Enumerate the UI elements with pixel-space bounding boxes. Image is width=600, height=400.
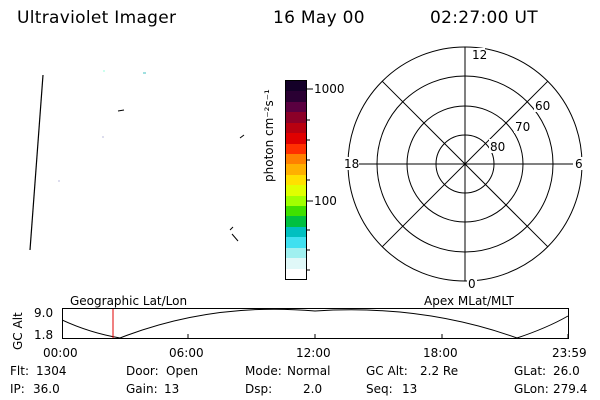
colorbar-swatch [286,268,306,280]
door-value: Open [166,364,199,378]
colorbar-tick-100: 100 [314,194,337,208]
colorbar-swatch [286,195,306,207]
ip-label: IP: [10,382,25,396]
mlt-label-12: 12 [472,48,487,62]
colorbar-swatch [286,258,306,269]
gain-value: 13 [164,382,180,396]
colorbar-tick-1000: 1000 [314,82,345,96]
colorbar-ticks [307,88,313,271]
mlt-label-18: 18 [344,157,359,171]
flt-label: Flt: [10,364,29,378]
colorbar-swatch [286,91,306,102]
glat-value: 26.0 [553,364,580,378]
seq-label: Seq: [366,382,393,396]
mlt-label-6: 6 [575,157,583,171]
earth-limb-arc [29,74,44,251]
colorbar-swatch [286,153,306,165]
uv-image-panel [29,70,245,251]
image-speck [229,226,234,231]
orbit-y-bottom: 1.8 [34,328,54,342]
orbit-y-top: 9.0 [34,306,54,320]
flt-value: 1304 [36,364,67,378]
orbit-left-label: Geographic Lat/Lon [70,294,188,308]
time-tick-1200: 12:00 [296,346,331,360]
orbit-right-label: Apex MLat/MLT [424,294,514,308]
colorbar-swatch [286,216,306,227]
orbit-altitude-plot [62,308,569,339]
lat-label-60: 60 [535,99,550,113]
lat-label-80: 80 [490,140,505,154]
image-speck [58,180,60,182]
dsp-label: Dsp: [245,382,273,396]
glat-label: GLat: [514,364,547,378]
colorbar-swatch [286,164,306,175]
polar-diagonal-2 [381,80,549,248]
dsp-value: 2.0 [303,382,323,396]
seq-value: 13 [402,382,418,396]
date-label: 16 May 00 [273,8,365,28]
colorbar-swatch [286,174,306,186]
image-speck [143,72,146,74]
lat-label-70: 70 [515,120,530,134]
image-speck [239,134,245,139]
image-speck [117,109,125,112]
colorbar-swatch [286,226,306,238]
time-label: 02:27:00 UT [430,8,538,28]
colorbar-swatch [286,133,306,144]
orbit-altitude-curve [62,308,569,339]
instrument-title: Ultraviolet Imager [17,8,177,28]
image-speck [103,70,105,72]
door-label: Door: [126,364,159,378]
glon-value: 279.4 [553,382,588,396]
time-tick-0000: 00:00 [43,346,78,360]
colorbar-swatch [286,237,306,248]
mode-value: Normal [287,364,331,378]
colorbar-swatch [286,112,306,123]
mlt-label-0: 0 [468,277,476,290]
time-tick-0600: 06:00 [169,346,204,360]
colorbar-swatch [286,81,306,92]
mode-label: Mode: [245,364,282,378]
orbit-axis-label: GC Alt [11,312,25,350]
ip-value: 36.0 [33,382,60,396]
colorbar-swatch [286,247,306,259]
colorbar-swatch [286,101,306,113]
time-tick-2359: 23:59 [552,346,587,360]
colorbar-swatch [286,143,306,154]
orbit-plot-frame [62,308,569,339]
glon-label: GLon: [514,382,549,396]
colorbar-unit-label: photon cm⁻²s⁻¹ [262,89,276,182]
colorbar [285,80,307,280]
colorbar-swatch [286,185,306,196]
colorbar-swatch [286,206,306,217]
gain-label: Gain: [126,382,158,396]
polar-grid-plot: 12 18 6 0 60 70 80 [343,46,587,290]
image-speck [231,233,239,242]
gcalt-value: 2.2 Re [420,364,459,378]
colorbar-swatch [286,122,306,134]
gcalt-label: GC Alt: [366,364,408,378]
time-tick-1800: 18:00 [423,346,458,360]
image-speck [102,136,104,138]
